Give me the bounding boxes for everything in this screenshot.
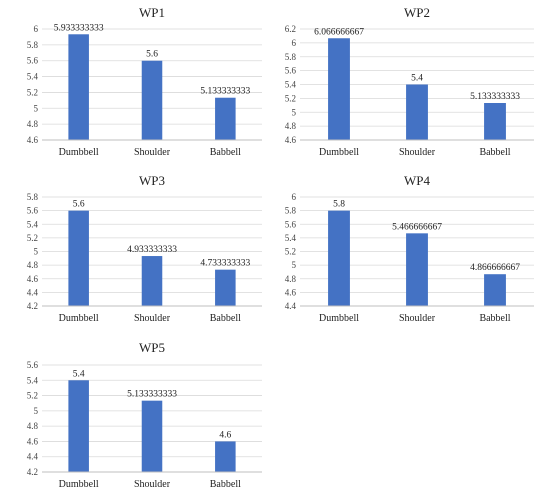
y-tick-label: 4.6 (27, 135, 39, 145)
chart-title: WP3 (139, 173, 165, 188)
data-label: 6.066666667 (314, 27, 364, 37)
data-label: 5.6 (146, 50, 158, 60)
category-label: Babbell (210, 479, 241, 490)
chart-panel-wp2: WP2 4.6 4.8 5 5.2 5.4 5.6 5.8 6 6.2 6.066666667 Dum… (285, 5, 534, 158)
y-tick-label: 5.8 (285, 206, 297, 216)
category-label: Shoulder (399, 147, 436, 158)
y-tick-label: 4.8 (285, 274, 297, 284)
y-tick-label: 5.2 (27, 391, 38, 401)
category-label: Shoulder (399, 313, 436, 324)
data-label: 5.133333333 (200, 87, 250, 97)
chart-title: WP5 (139, 340, 165, 355)
bar-dumbbell (68, 210, 89, 306)
y-tick-label: 5.6 (285, 66, 297, 76)
y-tick-label: 5 (292, 260, 297, 270)
bar-babbell (215, 269, 236, 306)
y-tick-label: 5.4 (27, 219, 39, 229)
y-tick-label: 5.6 (27, 56, 39, 66)
category-label: Dumbbell (319, 147, 359, 158)
chart-panel-wp4: WP4 4.4 4.6 4.8 5 5.2 5.4 5.6 5.8 6 5.8 Dumbbell 5.4… (285, 173, 534, 324)
bar-shoulder (406, 233, 428, 306)
data-label: 5.4 (411, 74, 423, 84)
data-label: 5.8 (333, 200, 345, 210)
chart-title: WP2 (404, 5, 430, 20)
data-label: 5.6 (73, 200, 85, 210)
bar-babbell (484, 274, 506, 306)
y-tick-label: 4.6 (285, 287, 297, 297)
y-tick-label: 5.4 (27, 72, 39, 82)
category-label: Dumbbell (59, 479, 99, 490)
bar-dumbbell (328, 38, 350, 140)
category-label: Babbell (479, 313, 510, 324)
y-tick-label: 5.2 (285, 93, 296, 103)
category-label: Dumbbell (59, 147, 99, 158)
bar-shoulder (141, 400, 163, 472)
bar-babbell (484, 103, 506, 140)
category-label: Shoulder (134, 147, 171, 158)
data-label: 4.6 (219, 430, 231, 440)
y-tick-label: 4.6 (27, 274, 39, 284)
y-tick-label: 5.8 (27, 192, 39, 202)
y-tick-label: 5.4 (285, 233, 297, 243)
y-tick-label: 5.8 (27, 40, 39, 50)
y-tick-label: 5.6 (285, 219, 297, 229)
category-label: Babbell (479, 147, 510, 158)
y-tick-label: 5.2 (285, 247, 296, 257)
bar-shoulder (406, 84, 428, 140)
y-tick-label: 6 (34, 24, 39, 34)
y-tick-label: 4.8 (27, 119, 39, 129)
y-tick-label: 5.4 (285, 80, 297, 90)
y-tick-label: 5 (34, 103, 39, 113)
data-label: 4.733333333 (200, 259, 250, 269)
y-tick-label: 5.8 (285, 52, 297, 62)
y-tick-label: 5.4 (27, 375, 39, 385)
y-tick-label: 6 (292, 38, 297, 48)
chart-panel-wp1: WP1 4.6 4.8 5 5.2 5.4 5.6 5.8 6 5.933333333 Dumbbe… (27, 5, 262, 158)
category-label: Dumbbell (59, 313, 99, 324)
y-tick-label: 5.6 (27, 360, 39, 370)
data-label: 5.133333333 (127, 390, 177, 400)
data-label: 5.466666667 (392, 222, 442, 232)
chart-title: WP4 (404, 173, 431, 188)
y-tick-label: 6 (292, 192, 297, 202)
bar-shoulder (141, 256, 163, 306)
data-label: 4.866666667 (470, 263, 520, 273)
category-label: Shoulder (134, 479, 171, 490)
y-tick-label: 4.6 (285, 135, 297, 145)
y-tick-label: 5.2 (27, 233, 38, 243)
y-tick-label: 5 (34, 406, 39, 416)
y-tick-label: 4.2 (27, 467, 38, 477)
data-label: 5.4 (73, 369, 85, 379)
y-tick-label: 5 (292, 107, 297, 117)
bar-shoulder (141, 60, 163, 140)
y-tick-label: 4.4 (27, 452, 39, 462)
chart-title: WP1 (139, 5, 165, 20)
y-tick-label: 4.6 (27, 436, 39, 446)
bar-dumbbell (68, 34, 89, 140)
bar-babbell (215, 97, 236, 140)
data-label: 4.933333333 (127, 245, 177, 255)
bar-babbell (215, 441, 236, 472)
chart-panel-wp5: WP5 4.2 4.4 4.6 4.8 5 5.2 5.4 5.6 5.4 Dumbbell 5.13… (27, 340, 262, 490)
bar-dumbbell (68, 380, 89, 472)
y-tick-label: 4.4 (27, 287, 39, 297)
data-label: 5.933333333 (54, 23, 104, 33)
y-tick-label: 5.6 (27, 206, 39, 216)
category-label: Babbell (210, 313, 241, 324)
bar-dumbbell (328, 210, 350, 306)
y-tick-label: 4.4 (285, 301, 297, 311)
y-tick-label: 4.8 (27, 421, 39, 431)
y-tick-label: 5.2 (27, 87, 38, 97)
category-label: Shoulder (134, 313, 171, 324)
category-label: Dumbbell (319, 313, 359, 324)
y-tick-label: 5 (34, 247, 39, 257)
y-tick-label: 4.8 (27, 260, 39, 270)
data-label: 5.133333333 (470, 92, 520, 102)
chart-panel-wp3: WP3 4.2 4.4 4.6 4.8 5 5.2 5.4 5.6 5.8 5.6 Dumbbell 4… (27, 173, 262, 324)
y-tick-label: 6.2 (285, 24, 296, 34)
y-tick-label: 4.8 (285, 121, 297, 131)
category-label: Babbell (210, 147, 241, 158)
y-tick-label: 4.2 (27, 301, 38, 311)
